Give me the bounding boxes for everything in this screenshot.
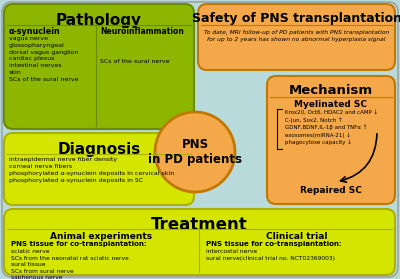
Text: α-synuclein: α-synuclein	[9, 27, 61, 36]
Text: SCs of the sural nerve: SCs of the sural nerve	[100, 59, 170, 64]
Text: Treatment: Treatment	[151, 216, 248, 234]
Text: PNS tissue for co-transplantation:: PNS tissue for co-transplantation:	[11, 241, 147, 247]
Text: Clinical trial: Clinical trial	[266, 232, 327, 241]
Text: Neuroinflammation: Neuroinflammation	[100, 27, 184, 36]
FancyBboxPatch shape	[4, 4, 194, 129]
FancyBboxPatch shape	[4, 133, 194, 205]
Text: Mechanism: Mechanism	[289, 84, 373, 97]
Text: intraepidermal nerve fiber density
corneal nerve fibers
phosphorylated α-synucle: intraepidermal nerve fiber density corne…	[9, 157, 174, 183]
Text: Myelinated SC: Myelinated SC	[294, 100, 368, 109]
FancyBboxPatch shape	[267, 76, 395, 204]
Text: To date, MRI follow-up of PD patients with PNS transplantation
for up to 2 years: To date, MRI follow-up of PD patients wi…	[204, 30, 389, 42]
Text: PNS tissue for co-transplantation:: PNS tissue for co-transplantation:	[206, 241, 342, 247]
Text: Safety of PNS transplantation: Safety of PNS transplantation	[192, 12, 400, 25]
Text: Pathology: Pathology	[56, 13, 142, 28]
Text: Diagnosis: Diagnosis	[57, 142, 141, 157]
FancyBboxPatch shape	[4, 209, 395, 275]
Text: Krox20, Oct6, HDAC2 and cAMP ↓
C-Jun, Sox2, Notch ↑
GDNF,BDNF,IL-1β and TNFα ↑
e: Krox20, Oct6, HDAC2 and cAMP ↓ C-Jun, So…	[285, 110, 378, 145]
FancyBboxPatch shape	[2, 2, 398, 277]
FancyBboxPatch shape	[198, 4, 395, 70]
Text: Repaired SC: Repaired SC	[300, 186, 362, 195]
Text: PNS
in PD patients: PNS in PD patients	[148, 138, 242, 166]
Text: intercostal nerve
sural nerve(clinical trial no. NCT02369003): intercostal nerve sural nerve(clinical t…	[206, 249, 335, 261]
Circle shape	[155, 112, 235, 192]
Text: vagus nerve
glossopharyngeal
dorsal vagus ganglion
cardiac plexus
intestinal ner: vagus nerve glossopharyngeal dorsal vagu…	[9, 36, 78, 82]
Text: sciatic nerve
SCs from the neonatal rat sciatic nerve
sural tissue
SCs from sura: sciatic nerve SCs from the neonatal rat …	[11, 249, 129, 279]
Text: Animal experiments: Animal experiments	[50, 232, 152, 241]
